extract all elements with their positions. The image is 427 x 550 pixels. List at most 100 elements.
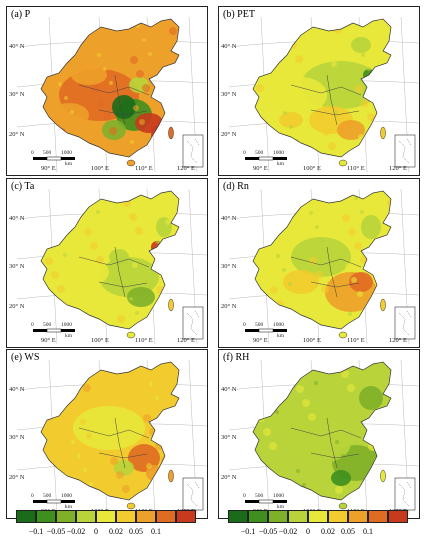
value-speckle xyxy=(315,271,323,279)
value-speckle xyxy=(298,104,304,110)
longitude-label: 90° E xyxy=(253,165,268,172)
value-speckle xyxy=(361,99,369,107)
value-speckle xyxy=(257,368,261,372)
value-speckle xyxy=(321,285,329,293)
value-speckle xyxy=(149,382,153,386)
value-speckle xyxy=(89,482,93,486)
scale-bar-tick: 0 xyxy=(243,493,246,499)
country-outline xyxy=(252,190,392,330)
value-speckle xyxy=(133,105,139,111)
value-speckle xyxy=(161,456,169,464)
legend-swatch xyxy=(248,510,268,523)
scale-bar xyxy=(33,499,75,504)
value-speckle xyxy=(96,210,100,214)
value-speckle xyxy=(345,263,351,269)
latitude-label: 20° N xyxy=(9,131,25,138)
value-speckle xyxy=(99,305,105,311)
south-china-sea-inset xyxy=(182,477,204,511)
value-speckle xyxy=(145,133,151,139)
value-region xyxy=(283,270,319,294)
value-region xyxy=(71,65,107,85)
south-china-sea-inset xyxy=(394,306,416,340)
scale-bar-unit: km xyxy=(277,161,285,167)
value-speckle xyxy=(175,125,179,129)
south-china-sea-inset xyxy=(394,477,416,511)
value-speckle xyxy=(64,96,68,100)
legend-swatch xyxy=(16,510,36,523)
value-speckle xyxy=(90,196,94,200)
island-taiwan xyxy=(168,298,174,312)
value-speckle xyxy=(70,26,78,34)
value-speckle xyxy=(139,119,145,125)
value-speckle xyxy=(253,24,254,28)
value-speckle xyxy=(125,404,131,410)
value-region xyxy=(112,95,136,119)
island-taiwan xyxy=(380,126,386,140)
scale-bar-tick: 500 xyxy=(255,493,264,499)
value-speckle xyxy=(296,385,304,393)
value-speckle xyxy=(322,82,326,86)
legend-tick-label: −0.05 xyxy=(258,527,278,536)
value-speckle xyxy=(253,70,258,78)
map-svg xyxy=(228,359,419,516)
value-region xyxy=(271,400,331,436)
island-taiwan xyxy=(168,126,174,140)
value-region xyxy=(275,77,327,113)
value-speckle xyxy=(55,33,61,39)
value-speckle xyxy=(185,434,191,440)
value-speckle xyxy=(338,405,344,411)
value-speckle xyxy=(393,297,397,301)
panel-title: (e) WS xyxy=(11,352,40,363)
value-speckle xyxy=(116,425,120,429)
value-speckle xyxy=(109,127,117,135)
value-speckle xyxy=(357,291,363,297)
value-speckle xyxy=(123,283,127,287)
inset-islands xyxy=(398,310,412,336)
legend-tick-label: 0 xyxy=(306,527,310,536)
value-speckle xyxy=(83,468,87,472)
legend-tick-label: 0.1 xyxy=(363,527,373,536)
value-speckle xyxy=(182,385,190,393)
value-speckle xyxy=(335,486,343,494)
value-speckle xyxy=(94,134,100,140)
value-speckle xyxy=(381,315,389,323)
value-speckle xyxy=(355,85,363,93)
country-outline xyxy=(40,190,180,330)
value-speckle xyxy=(168,268,172,272)
south-china-sea-inset xyxy=(182,306,204,340)
value-speckle xyxy=(103,67,107,71)
value-speckle xyxy=(120,234,126,240)
island-hainan xyxy=(126,331,136,339)
scale-bar-tick: 0 xyxy=(243,322,246,328)
latitude-label: 40° N xyxy=(9,215,25,222)
value-speckle xyxy=(172,76,178,82)
scale-bar-tick: 500 xyxy=(255,322,264,328)
value-speckle xyxy=(296,469,300,473)
island-taiwan xyxy=(380,469,386,483)
value-speckle xyxy=(57,285,65,293)
scale-bar-tick: 1000 xyxy=(273,322,284,328)
value-region xyxy=(49,103,89,127)
legend-swatch xyxy=(268,510,288,523)
value-speckle xyxy=(182,469,186,473)
scale-bar-tick: 500 xyxy=(255,150,264,156)
scale-bar xyxy=(33,156,75,161)
value-speckle xyxy=(83,384,91,392)
scale-bar-tick: 1000 xyxy=(61,150,72,156)
longitude-label: 120° E xyxy=(389,165,407,172)
island-taiwan xyxy=(380,298,386,312)
value-speckle xyxy=(328,142,336,150)
scale-bar-tick: 1000 xyxy=(61,322,72,328)
value-speckle xyxy=(110,411,114,415)
value-speckle xyxy=(71,486,79,494)
scale-bar-tick: 1000 xyxy=(273,150,284,156)
legend-tick-label: 0 xyxy=(94,527,98,536)
value-speckle xyxy=(360,210,364,214)
panel-title: (b) PET xyxy=(223,9,255,20)
latitude-label: 40° N xyxy=(221,43,237,50)
value-speckle xyxy=(387,283,391,287)
value-speckle xyxy=(61,47,67,53)
value-speckle xyxy=(312,306,318,312)
value-speckle xyxy=(142,84,150,92)
scale-bar xyxy=(245,156,287,161)
